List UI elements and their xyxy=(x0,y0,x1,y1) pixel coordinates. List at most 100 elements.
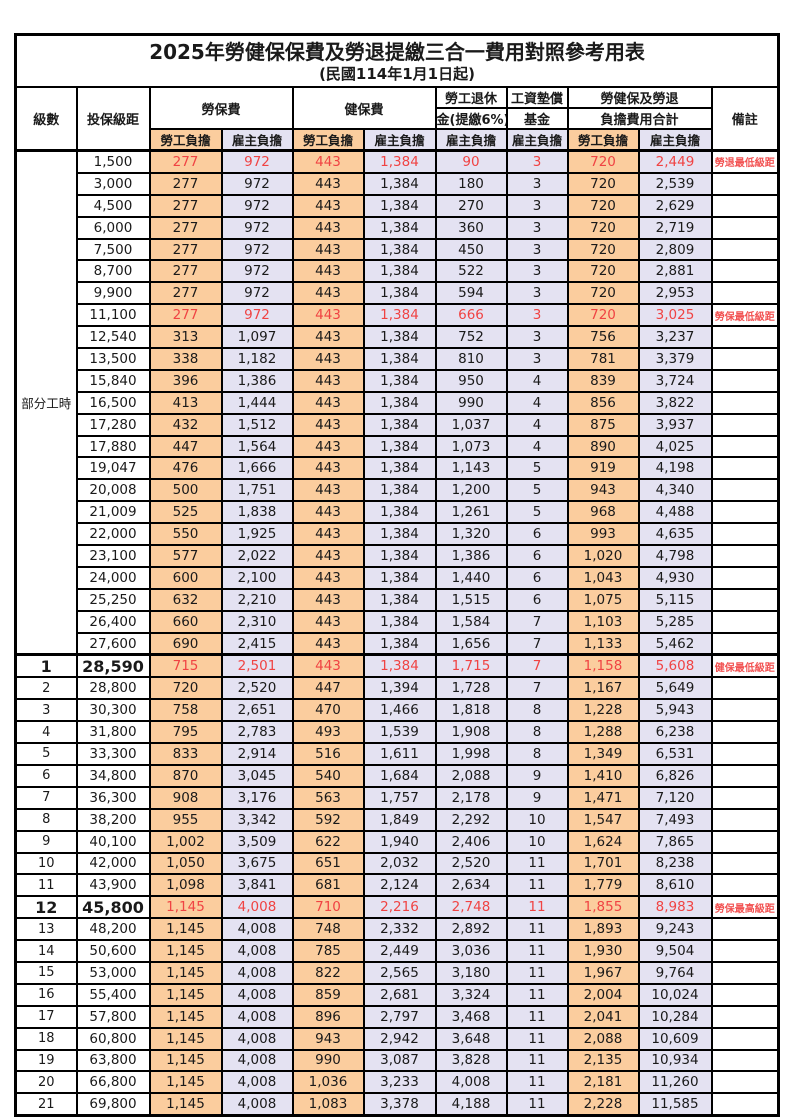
cell-bracket: 55,400 xyxy=(75,982,151,1007)
cell-health-employer: 2,332 xyxy=(362,917,437,942)
cell-total-employee: 720 xyxy=(566,237,640,262)
cell-labor-employee: 432 xyxy=(148,412,223,437)
cell-remark xyxy=(710,434,780,459)
cell-total-employer: 10,284 xyxy=(637,1004,713,1029)
cell-total-employee: 781 xyxy=(566,347,640,371)
cell-labor-employer: 2,210 xyxy=(220,587,294,612)
cell-remark xyxy=(710,478,780,503)
cell-labor-employee: 720 xyxy=(148,676,223,701)
cell-remark xyxy=(710,631,780,657)
cell-remark xyxy=(710,368,780,393)
col-header-level: 級數 xyxy=(14,86,78,152)
cell-remark xyxy=(710,565,780,590)
cell-health-employee: 943 xyxy=(291,1026,365,1051)
cell-pension-employer: 1,200 xyxy=(434,478,508,503)
cell-health-employer: 3,233 xyxy=(362,1070,437,1095)
cell-total-employee: 993 xyxy=(566,522,640,547)
cell-total-employer: 3,025 xyxy=(637,303,713,328)
table-row: 27,600 690 2,415 443 1,384 1,656 7 1,133 5,462 xyxy=(16,631,780,657)
cell-labor-employee: 758 xyxy=(148,698,223,723)
cell-remark xyxy=(710,1026,780,1051)
cell-labor-employer: 1,097 xyxy=(220,325,294,350)
cell-wagefund-employer: 5 xyxy=(505,500,569,525)
cell-total-employer: 5,943 xyxy=(637,698,713,723)
cell-labor-employer: 2,914 xyxy=(220,742,294,766)
cell-health-employee: 681 xyxy=(291,873,365,898)
cell-health-employee: 443 xyxy=(291,412,365,437)
cell-total-employee: 943 xyxy=(566,478,640,503)
subheader-pension-employer: 雇主負擔 xyxy=(434,128,508,152)
cell-labor-employer: 1,182 xyxy=(220,347,294,371)
cell-health-employer: 2,032 xyxy=(362,851,437,876)
subheader-total-employer: 雇主負擔 xyxy=(637,128,713,152)
cell-remark xyxy=(710,917,780,942)
cell-total-employee: 720 xyxy=(566,259,640,284)
cell-wagefund-employer: 3 xyxy=(505,215,569,240)
cell-pension-employer: 3,036 xyxy=(434,939,508,963)
cell-total-employee: 2,041 xyxy=(566,1004,640,1029)
cell-bracket: 42,000 xyxy=(75,851,151,876)
cell-bracket: 25,250 xyxy=(75,587,151,612)
cell-total-employer: 6,826 xyxy=(637,763,713,788)
cell-level: 4 xyxy=(14,720,78,745)
cell-total-employee: 1,855 xyxy=(566,895,640,920)
cell-pension-employer: 3,468 xyxy=(434,1004,508,1029)
cell-total-employer: 2,719 xyxy=(637,215,713,240)
cell-wagefund-employer: 11 xyxy=(505,1048,569,1073)
cell-bracket: 28,800 xyxy=(75,676,151,701)
table-row: 1 28,590 715 2,501 443 1,384 1,715 7 1,158 5,608 健… xyxy=(14,653,780,679)
cell-health-employee: 443 xyxy=(291,631,365,657)
cell-pension-employer: 2,520 xyxy=(434,851,508,876)
table-row: 5 33,300 833 2,914 516 1,611 1,998 8 1,349 6,531 xyxy=(14,742,780,766)
cell-labor-employer: 4,008 xyxy=(220,1004,294,1029)
cell-wagefund-employer: 11 xyxy=(505,917,569,942)
cell-labor-employee: 338 xyxy=(148,347,223,371)
cell-wagefund-employer: 8 xyxy=(505,720,569,745)
cell-health-employee: 443 xyxy=(291,347,365,371)
cell-health-employer: 1,384 xyxy=(362,653,437,679)
table-row: 25,250 632 2,210 443 1,384 1,515 6 1,075 5,115 xyxy=(16,587,780,612)
cell-labor-employer: 3,675 xyxy=(220,851,294,876)
cell-pension-employer: 1,073 xyxy=(434,434,508,459)
cell-total-employee: 919 xyxy=(566,456,640,481)
cell-remark xyxy=(710,325,780,350)
cell-labor-employer: 972 xyxy=(220,303,294,328)
table-row: 7 36,300 908 3,176 563 1,757 2,178 9 1,471 7,120 xyxy=(14,785,780,810)
cell-total-employer: 7,865 xyxy=(637,829,713,854)
cell-remark xyxy=(710,390,780,415)
cell-remark xyxy=(710,1092,780,1117)
cell-health-employer: 1,466 xyxy=(362,698,437,723)
cell-total-employer: 2,539 xyxy=(637,171,713,196)
cell-level: 7 xyxy=(14,785,78,810)
cell-health-employee: 710 xyxy=(291,895,365,920)
cell-bracket: 9,900 xyxy=(75,281,151,306)
cell-labor-employer: 2,783 xyxy=(220,720,294,745)
subheader-labor-employee: 勞工負擔 xyxy=(148,128,223,152)
cell-remark xyxy=(710,237,780,262)
cell-labor-employer: 972 xyxy=(220,171,294,196)
cell-total-employer: 8,610 xyxy=(637,873,713,898)
cell-pension-employer: 1,656 xyxy=(434,631,508,657)
cell-wagefund-employer: 11 xyxy=(505,1092,569,1117)
table-row: 19,047 476 1,666 443 1,384 1,143 5 919 4,198 xyxy=(16,456,780,481)
cell-pension-employer: 990 xyxy=(434,390,508,415)
cell-total-employee: 1,410 xyxy=(566,763,640,788)
cell-labor-employer: 1,386 xyxy=(220,368,294,393)
cell-labor-employee: 447 xyxy=(148,434,223,459)
cell-pension-employer: 360 xyxy=(434,215,508,240)
cell-health-employer: 1,384 xyxy=(362,500,437,525)
cell-total-employer: 5,285 xyxy=(637,609,713,634)
cell-wagefund-employer: 6 xyxy=(505,522,569,547)
cell-labor-employer: 1,512 xyxy=(220,412,294,437)
cell-bracket: 15,840 xyxy=(75,368,151,393)
cell-total-employee: 1,349 xyxy=(566,742,640,766)
cell-pension-employer: 450 xyxy=(434,237,508,262)
cell-bracket: 3,000 xyxy=(75,171,151,196)
title-row: 2025年勞健保保費及勞退提繳三合一費用對照參考用表 (民國114年1月1日起) xyxy=(14,33,780,88)
cell-wagefund-employer: 4 xyxy=(505,434,569,459)
col-header-total-line2: 負擔費用合計 xyxy=(566,107,713,130)
cell-health-employee: 822 xyxy=(291,960,365,985)
cell-wagefund-employer: 4 xyxy=(505,412,569,437)
cell-pension-employer: 950 xyxy=(434,368,508,393)
cell-labor-employee: 1,145 xyxy=(148,939,223,963)
